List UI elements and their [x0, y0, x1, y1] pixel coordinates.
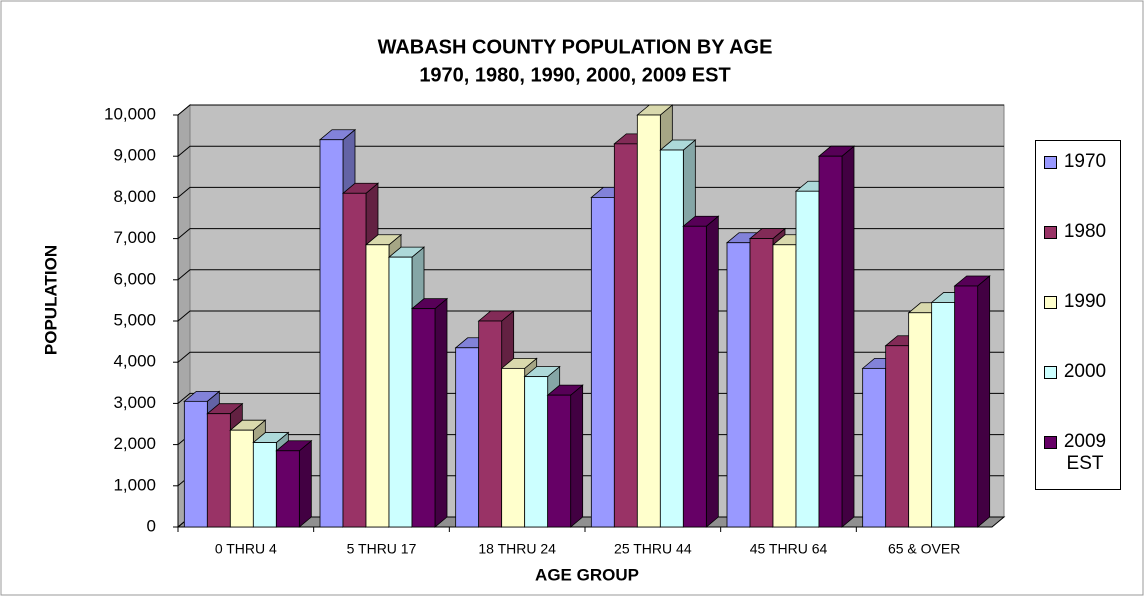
bar-side [434, 297, 448, 528]
chart-subtitle: 1970, 1980, 1990, 2000, 2009 EST [419, 64, 730, 86]
bar-front [613, 143, 638, 528]
y-tick-label: 8,000 [113, 187, 156, 206]
bar [953, 275, 991, 528]
legend-label: 1990 [1063, 291, 1107, 312]
bar-front [682, 225, 707, 528]
y-tick-label: 4,000 [113, 352, 156, 371]
y-tick-label: 10,000 [104, 104, 156, 123]
bar-side [705, 215, 719, 528]
bar [410, 297, 449, 528]
y-tick-label: 3,000 [113, 393, 156, 412]
bar-front [659, 149, 684, 528]
x-tick-label: 25 THRU 44 [614, 541, 692, 557]
y-tick-label: 2,000 [113, 434, 156, 453]
bar-front [954, 285, 979, 528]
legend-item: 1990 [1044, 291, 1110, 313]
bar [817, 145, 856, 528]
legend-item: 2009 EST [1044, 431, 1110, 475]
bar-front [183, 400, 208, 528]
legend-swatch [1044, 436, 1057, 449]
x-axis-label: AGE GROUP [535, 565, 639, 584]
bar-front [388, 256, 413, 528]
y-tick-label: 0 [147, 516, 156, 535]
bar-front [229, 429, 254, 528]
x-tick-label: 65 & OVER [888, 541, 960, 557]
grid-line [177, 104, 1004, 116]
grid-line [177, 145, 1004, 157]
bar-front [365, 244, 390, 528]
bar-front [590, 196, 615, 528]
x-tick-label: 18 THRU 24 [478, 541, 556, 557]
grid-line [177, 228, 1004, 239]
bar-front [411, 308, 436, 528]
bar-front [455, 347, 480, 528]
bar-front [547, 394, 572, 528]
bar-front [862, 367, 887, 528]
legend-item: 1970 [1044, 151, 1110, 173]
bar-side [298, 439, 312, 528]
y-tick-label: 9,000 [113, 146, 156, 165]
chart-title: WABASH COUNTY POPULATION BY AGE [378, 36, 773, 58]
legend-label: 2000 [1063, 361, 1107, 382]
bar-front [524, 376, 549, 528]
x-tick-label: 5 THRU 17 [347, 541, 417, 557]
bar-front [931, 302, 956, 528]
bar-front [252, 442, 277, 528]
bar-front [749, 238, 774, 528]
legend-swatch [1044, 296, 1057, 309]
y-axis-label: POPULATION [41, 245, 60, 355]
bar-front [206, 413, 231, 528]
bar-front [478, 320, 503, 528]
legend-swatch [1044, 366, 1057, 379]
bar [275, 439, 313, 528]
legend-label: 2009 EST [1063, 431, 1107, 474]
legend-item: 2000 [1044, 361, 1110, 383]
bar-front [818, 155, 843, 528]
bar-front [772, 244, 797, 528]
bar-side [570, 384, 584, 528]
bar [546, 384, 584, 528]
legend: 1970 1980 1990 2000 2009 EST [1035, 140, 1121, 490]
bar-front [726, 242, 751, 528]
y-tick-label: 1,000 [113, 475, 156, 494]
x-tick-label: 45 THRU 64 [750, 541, 828, 557]
bar [682, 215, 720, 528]
bar-front [795, 190, 820, 528]
bar-front [342, 192, 367, 528]
bar-front [885, 345, 910, 528]
bar-front [319, 139, 344, 528]
y-tick-label: 7,000 [113, 228, 156, 247]
bar-front [275, 450, 300, 528]
bar-front [501, 367, 526, 528]
bar-front [636, 114, 661, 528]
y-tick-label: 6,000 [113, 269, 156, 288]
x-tick-label: 0 THRU 4 [215, 541, 277, 557]
bar-side [841, 145, 855, 528]
legend-swatch [1044, 156, 1057, 169]
y-tick-label: 5,000 [113, 310, 156, 329]
grid-line [177, 186, 1004, 198]
legend-swatch [1044, 226, 1057, 239]
legend-item: 1980 [1044, 221, 1110, 243]
legend-label: 1980 [1063, 221, 1107, 242]
bar-side [977, 275, 991, 528]
bar-front [908, 312, 933, 528]
legend-label: 1970 [1063, 151, 1107, 172]
